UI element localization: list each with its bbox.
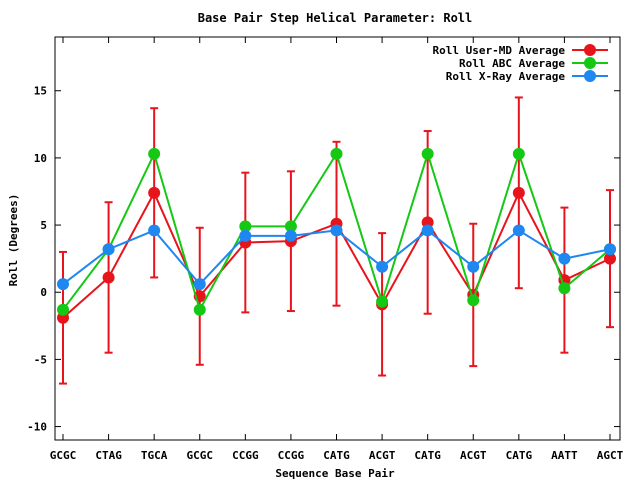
data-point-1 (148, 147, 161, 160)
legend-label: Roll ABC Average (459, 57, 565, 70)
data-point-2 (102, 243, 115, 256)
legend-marker (584, 57, 596, 69)
y-axis-label: Roll (Degrees) (7, 194, 20, 287)
x-tick-label: CATG (506, 449, 533, 462)
data-point-1 (330, 147, 343, 160)
x-tick-label: ACGT (460, 449, 487, 462)
data-point-2 (421, 224, 434, 237)
chart-title: Base Pair Step Helical Parameter: Roll (198, 11, 473, 25)
x-tick-label: AGCT (597, 449, 624, 462)
y-tick-label: 10 (34, 152, 47, 165)
legend-label: Roll X-Ray Average (446, 70, 566, 83)
x-tick-label: CATG (323, 449, 350, 462)
data-point-1 (57, 303, 69, 316)
data-point-0 (512, 186, 525, 199)
x-tick-label: GCGC (50, 449, 77, 462)
y-tick-label: -10 (27, 421, 47, 434)
data-point-1 (193, 303, 206, 316)
x-tick-label: ACGT (369, 449, 396, 462)
data-point-2 (57, 278, 69, 291)
data-point-2 (512, 224, 525, 237)
x-tick-label: CATG (414, 449, 441, 462)
legend-label: Roll User-MD Average (433, 44, 566, 57)
x-tick-label: GCGC (187, 449, 214, 462)
axes-group: -10 -5 0 5 10 15 GCGC CTAG TGCA GCGC CCGG CCGG CATG A… (27, 36, 624, 462)
legend-marker (584, 44, 596, 56)
x-axis-label: Sequence Base Pair (275, 467, 395, 480)
data-point-1 (558, 282, 571, 295)
data-point-1 (467, 294, 480, 307)
x-tick-label: CCGG (232, 449, 259, 462)
y-tick-label: 5 (40, 219, 47, 232)
data-point-1 (376, 295, 389, 308)
data-point-2 (467, 260, 480, 273)
plot-frame (54, 36, 621, 441)
data-point-2 (284, 229, 297, 242)
data-point-2 (558, 252, 571, 265)
data-point-1 (512, 147, 525, 160)
data-point-2 (330, 224, 343, 237)
data-point-2 (376, 260, 389, 273)
y-tick-label: 0 (40, 286, 47, 299)
legend-marker (584, 70, 596, 82)
x-tick-label: CTAG (95, 449, 122, 462)
data-point-2 (193, 278, 206, 291)
data-point-0 (102, 271, 115, 284)
data-point-2 (239, 229, 252, 242)
x-tick-label: TGCA (141, 449, 168, 462)
x-tick-label: AATT (551, 449, 578, 462)
y-tick-label: -5 (34, 353, 47, 366)
data-point-2 (148, 224, 161, 237)
y-tick-label: 15 (34, 85, 47, 98)
data-point-1 (421, 147, 434, 160)
data-point-2 (604, 243, 616, 256)
data-point-0 (148, 186, 161, 199)
x-tick-label: CCGG (278, 449, 305, 462)
series-group (57, 96, 616, 385)
